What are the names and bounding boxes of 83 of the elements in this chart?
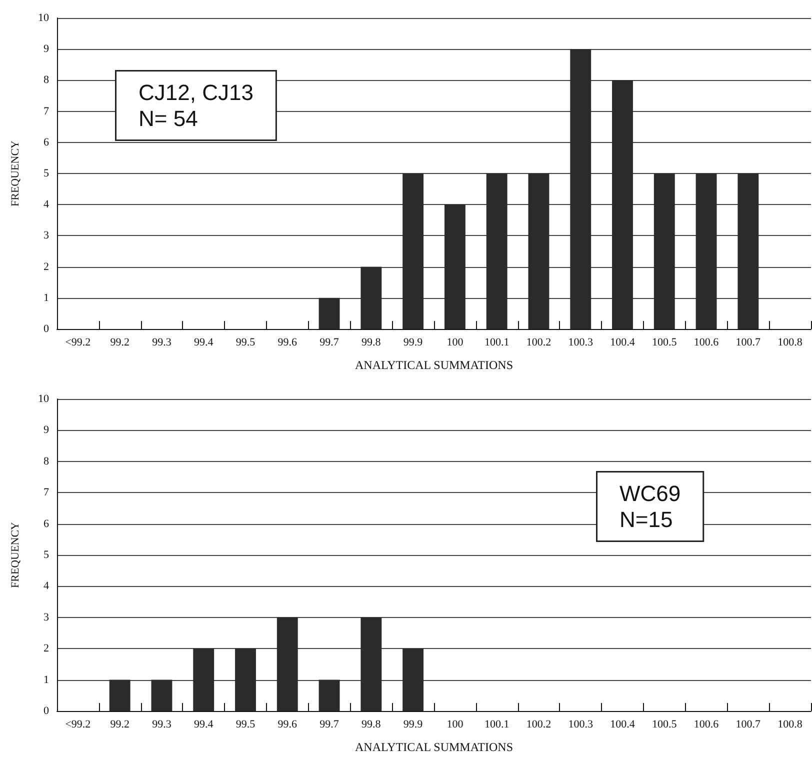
- bar: [109, 680, 130, 711]
- x-tick-label: 100.1: [484, 718, 510, 730]
- x-tick-label: 99.7: [320, 718, 340, 730]
- x-tick-label: 100.7: [736, 718, 762, 730]
- y-tick-label: 7: [44, 486, 50, 499]
- x-tick-label: 100.4: [610, 336, 636, 348]
- x-tick-label: 99.8: [362, 718, 382, 730]
- x-tick-label: 99.9: [403, 718, 424, 730]
- bar: [654, 174, 675, 329]
- x-tick-label: 99.3: [152, 718, 172, 730]
- y-tick-label: 6: [44, 136, 50, 148]
- x-tick-label: 100.6: [694, 718, 720, 730]
- x-tick-label: 100.7: [736, 336, 762, 348]
- x-tick-label: 100.8: [778, 336, 803, 348]
- bar: [360, 617, 382, 711]
- y-tick-label: 1: [44, 674, 49, 686]
- x-tick-label: 99.4: [194, 336, 214, 348]
- y-tick-label: 5: [44, 549, 50, 561]
- x-tick-label: <99.2: [65, 336, 91, 348]
- y-tick-label: 0: [44, 323, 50, 335]
- y-tick-label: 2: [44, 642, 49, 655]
- y-tick-label: 0: [44, 705, 50, 717]
- bar: [276, 617, 298, 711]
- x-tick-label: 100.4: [610, 718, 636, 730]
- bar: [486, 174, 508, 329]
- x-tick-label: 100.5: [652, 336, 678, 348]
- y-tick-label: 8: [44, 455, 50, 468]
- y-tick-label: 2: [44, 260, 49, 273]
- y-axis-title: FREQUENCY: [10, 522, 22, 588]
- bar: [570, 49, 592, 329]
- x-axis-title: ANALYTICAL SUMMATIONS: [354, 358, 514, 372]
- y-tick-label: 10: [38, 393, 50, 405]
- annotation: CJ12, CJ13 N= 54: [138, 80, 254, 131]
- bar: [318, 680, 340, 711]
- x-tick-label: 100: [446, 336, 464, 348]
- x-tick-label: 99.7: [320, 336, 340, 348]
- bar: [151, 680, 172, 711]
- bar: [360, 266, 382, 329]
- x-tick-label: 99.5: [236, 718, 256, 730]
- x-tick-label: 100.3: [568, 718, 594, 730]
- x-tick-label: 99.5: [236, 336, 256, 348]
- x-tick-label: 100.6: [694, 336, 720, 348]
- bar: [696, 174, 717, 329]
- x-tick-label: 100.2: [526, 336, 552, 348]
- y-tick-label: 8: [44, 74, 50, 86]
- bar: [235, 648, 256, 711]
- bar: [612, 80, 633, 329]
- y-axis-title: FREQUENCY: [10, 140, 22, 207]
- x-axis-title: ANALYTICAL SUMMATIONS: [354, 740, 514, 754]
- x-tick-label: <99.2: [65, 718, 91, 730]
- y-tick-label: 6: [44, 518, 50, 530]
- x-tick-label: 100.2: [526, 718, 552, 730]
- x-tick-label: 99.8: [362, 336, 382, 348]
- y-tick-label: 4: [44, 198, 50, 211]
- x-tick-label: 100.1: [484, 336, 510, 348]
- y-tick-label: 9: [44, 43, 50, 56]
- annotation: WC69 N=15: [620, 481, 681, 532]
- x-tick-label: 100: [446, 718, 464, 730]
- x-tick-label: 99.6: [278, 336, 298, 348]
- x-tick-label: 99.2: [110, 336, 130, 348]
- bar: [738, 174, 759, 329]
- y-tick-label: 3: [44, 230, 50, 242]
- x-tick-label: 99.2: [110, 718, 130, 730]
- x-tick-label: 99.6: [278, 718, 298, 730]
- y-tick-label: 4: [44, 580, 50, 592]
- bar: [402, 174, 424, 329]
- bar: [444, 204, 466, 329]
- y-tick-label: 9: [44, 424, 50, 436]
- y-tick-label: 10: [38, 12, 50, 24]
- x-tick-label: 100.5: [652, 718, 678, 730]
- x-tick-label: 99.4: [194, 718, 214, 730]
- y-tick-label: 5: [44, 168, 50, 180]
- bar: [318, 298, 340, 329]
- x-tick-label: 99.9: [403, 336, 424, 348]
- bar: [193, 648, 214, 711]
- x-tick-label: 100.3: [568, 336, 594, 348]
- y-tick-label: 1: [44, 292, 49, 304]
- y-tick-label: 3: [44, 611, 50, 624]
- x-tick-label: 99.3: [152, 336, 172, 348]
- x-tick-label: 100.8: [778, 718, 803, 730]
- y-tick-label: 7: [44, 105, 50, 118]
- bar: [528, 174, 550, 329]
- bar: [402, 648, 424, 711]
